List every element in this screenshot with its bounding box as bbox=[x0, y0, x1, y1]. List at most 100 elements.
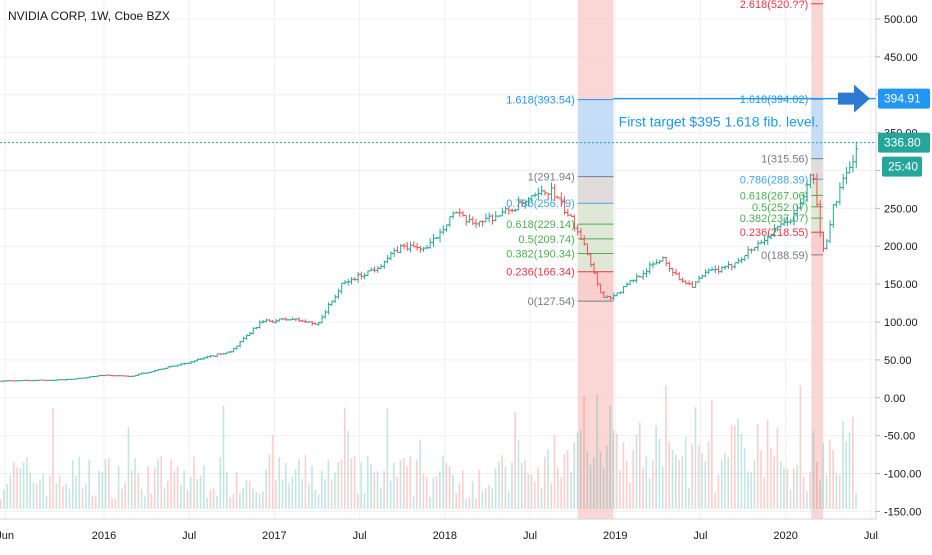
fib-label: 0.5(209.74) bbox=[518, 234, 574, 246]
volume-bar bbox=[219, 457, 222, 509]
volume-bar bbox=[671, 449, 674, 509]
volume-bar bbox=[167, 481, 169, 509]
volume-bar bbox=[609, 405, 612, 509]
fib-label: 1.618(393.54) bbox=[506, 95, 575, 107]
y-tick-label: 200.00 bbox=[884, 241, 918, 253]
volume-bar bbox=[429, 497, 431, 509]
volume-bar bbox=[275, 480, 277, 509]
volume-bar bbox=[612, 430, 615, 509]
volume-bar bbox=[724, 452, 726, 509]
volume-bar bbox=[635, 435, 638, 509]
volume-bar bbox=[288, 483, 290, 509]
volume-bar bbox=[786, 468, 789, 509]
volume-bar bbox=[203, 464, 205, 509]
volume-bar bbox=[655, 425, 657, 509]
volume-bar bbox=[49, 476, 51, 509]
volume-bar bbox=[753, 460, 756, 509]
x-tick-label: 2017 bbox=[262, 530, 286, 542]
volume-bar bbox=[144, 496, 146, 509]
volume-bar bbox=[593, 458, 595, 509]
volume-bar bbox=[455, 493, 458, 509]
volume-bar bbox=[520, 462, 523, 509]
volume-bar bbox=[357, 493, 359, 509]
volume-bar bbox=[425, 477, 428, 509]
volume-bar bbox=[465, 498, 467, 509]
fib-zone-gray bbox=[577, 176, 614, 204]
volume-bar bbox=[0, 498, 2, 509]
volume-bar bbox=[29, 473, 31, 509]
y-tick-label: 50.00 bbox=[884, 355, 912, 367]
volume-bar bbox=[563, 454, 566, 509]
volume-bar bbox=[209, 489, 212, 509]
y-tick-label: -150.00 bbox=[884, 506, 921, 518]
volume-bar bbox=[822, 442, 825, 509]
volume-bar bbox=[71, 460, 74, 509]
volume-bar bbox=[747, 471, 749, 509]
volume-bar bbox=[501, 455, 503, 509]
volume-bar bbox=[199, 475, 202, 509]
volume-bar bbox=[334, 472, 336, 509]
volume-bar bbox=[730, 425, 733, 509]
volume-bar bbox=[507, 491, 510, 509]
volume-bar bbox=[258, 493, 261, 509]
x-tick-label: Jul bbox=[693, 530, 707, 542]
last-price-tag: 336.80 bbox=[884, 136, 921, 150]
volume-bar bbox=[756, 423, 759, 509]
volume-bar bbox=[65, 484, 68, 509]
target-price-tag: 394.91 bbox=[884, 92, 921, 106]
volume-bar bbox=[78, 456, 81, 509]
volume-bar bbox=[701, 452, 703, 509]
y-tick-label: 150.00 bbox=[884, 279, 918, 291]
volume-bar bbox=[386, 408, 389, 509]
volume-bar bbox=[409, 456, 412, 509]
fib-label: 2.618(520.??) bbox=[740, 0, 809, 11]
volume-bar bbox=[22, 462, 25, 509]
volume-bar bbox=[678, 460, 680, 509]
volume-bar bbox=[720, 459, 723, 509]
volume-bar bbox=[832, 449, 834, 509]
volume-bar bbox=[150, 494, 153, 509]
volume-bar bbox=[206, 497, 208, 509]
volume-bar bbox=[75, 475, 77, 509]
volume-bar bbox=[458, 483, 461, 509]
volume-bar bbox=[809, 471, 811, 509]
volume-bar bbox=[196, 478, 199, 509]
volume-bar bbox=[779, 461, 782, 509]
volume-bar bbox=[32, 482, 35, 509]
volume-bar bbox=[468, 497, 471, 509]
fib-band-1 bbox=[811, 0, 824, 519]
volume-bar bbox=[599, 451, 602, 509]
volume-bar bbox=[235, 471, 238, 509]
volume-bar bbox=[734, 425, 736, 509]
x-tick-label: Jul bbox=[353, 530, 367, 542]
volume-bar bbox=[675, 454, 677, 509]
volume-bar bbox=[586, 450, 589, 509]
volume-bar bbox=[108, 458, 110, 509]
fib-label: 0.786(256.79) bbox=[506, 198, 575, 210]
volume-bar bbox=[366, 456, 369, 509]
volume-bar bbox=[714, 492, 716, 509]
volume-bar bbox=[252, 488, 254, 509]
x-tick-label: Jul bbox=[864, 530, 878, 542]
volume-bar bbox=[363, 493, 366, 509]
volume-bar bbox=[560, 477, 562, 509]
volume-bar bbox=[91, 495, 94, 509]
volume-bar bbox=[183, 470, 185, 509]
volume-bar bbox=[642, 468, 644, 509]
volume-bar bbox=[389, 480, 392, 509]
volume-bar bbox=[373, 472, 376, 509]
target-price-tag-bg bbox=[878, 88, 930, 109]
volume-bar bbox=[311, 465, 313, 509]
annotation-text: First target $395 1.618 fib. level. bbox=[619, 114, 819, 130]
volume-bar bbox=[416, 459, 418, 509]
volume-bar bbox=[157, 459, 159, 509]
volume-bar bbox=[452, 474, 454, 509]
volume-bar bbox=[760, 450, 762, 509]
volume-bar bbox=[616, 433, 618, 509]
x-tick-label: Jul bbox=[523, 530, 537, 542]
volume-bar bbox=[619, 470, 621, 509]
fib-label: 0(127.54) bbox=[528, 296, 575, 308]
volume-bar bbox=[137, 473, 140, 509]
volume-bar bbox=[130, 470, 133, 509]
